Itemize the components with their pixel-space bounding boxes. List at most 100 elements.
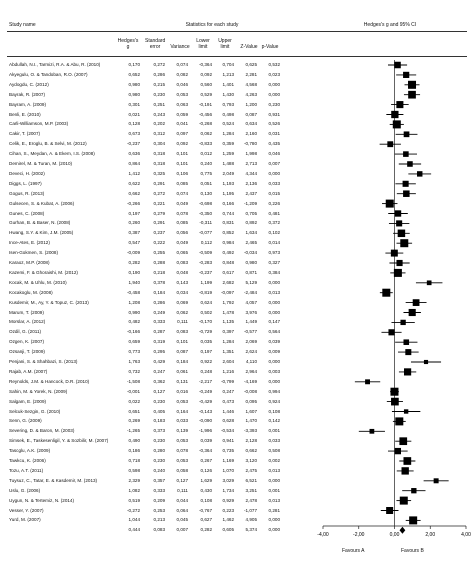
cell-p: 0,000	[268, 309, 281, 315]
study-name: Marum, T. (2009)	[9, 309, 44, 315]
study-name: Tawkcu, K. (2006)	[9, 458, 46, 463]
cell-lower: 0,112	[200, 240, 212, 246]
cell-g: 0,662	[128, 190, 141, 196]
cell-p: 0,147	[268, 319, 281, 325]
cell-p: 0,108	[268, 408, 281, 414]
table-row: Karaoz, M.P. (2008) 0,282 0,288 0,083 -0,283…	[0, 258, 474, 268]
cell-var: 0,058	[176, 467, 189, 473]
effect-square	[396, 101, 404, 109]
cell-p: 0,000	[268, 91, 281, 97]
cell-z: -4,169	[243, 378, 257, 384]
effect-square	[388, 329, 395, 336]
study-name: Uslu, G. (2006)	[9, 487, 41, 493]
cell-var: 0,056	[176, 230, 189, 236]
cell-lower: -0,090	[198, 418, 212, 424]
cell-se: 0,405	[153, 408, 166, 414]
cell-se: 0,213	[153, 517, 166, 523]
effect-square	[408, 80, 417, 89]
cell-p: 0,526	[268, 121, 281, 127]
x-tick-label: -2,00	[353, 532, 365, 538]
cell-g: 0,864	[128, 161, 141, 166]
cell-z: 1,470	[245, 418, 258, 424]
cell-upper: 0,498	[222, 111, 235, 117]
cell-g: -0,458	[126, 289, 140, 295]
cell-z: 3,976	[245, 309, 258, 315]
cell-se: 0,184	[153, 289, 166, 295]
table-row: Vesser, Y. (2007) -0,272 0,253 0,064 -0,767 0…	[0, 506, 474, 516]
cell-g: 0,980	[128, 91, 141, 97]
cell-z: 4,263	[245, 91, 258, 97]
cell-lower: -0,729	[198, 329, 212, 335]
cell-z: 2,465	[245, 240, 258, 246]
cell-z: -0,577	[243, 329, 257, 335]
cell-g: -0,009	[126, 250, 140, 256]
effect-square	[412, 299, 420, 306]
cell-z: 4,057	[245, 299, 258, 305]
cell-upper: 1,446	[222, 408, 235, 414]
cell-lower: 0,092	[200, 71, 213, 77]
cell-p: 0,046	[268, 151, 281, 157]
cell-p: 0,230	[268, 101, 281, 107]
cell-upper: 1,135	[222, 319, 235, 325]
study-name: Kazemi, F. & Ghoraishi, M. (2012)	[9, 269, 78, 275]
cell-upper: 0,735	[222, 448, 235, 454]
table-row: Isen-Gokmen, S. (2008) -0,009 0,255 0,065 -0…	[0, 248, 474, 258]
cell-var: 0,106	[176, 170, 189, 176]
effect-square	[402, 180, 409, 187]
effect-square	[433, 478, 439, 484]
cell-z: 2,160	[245, 131, 258, 137]
cell-z: 0,662	[245, 448, 258, 454]
cell-p: 0,000	[268, 299, 281, 305]
study-name: Senn, G. (2009)	[9, 418, 42, 424]
summary-diamond	[399, 526, 406, 534]
effect-square	[403, 190, 410, 197]
cell-upper: 0,397	[222, 329, 235, 335]
cell-z: 2,964	[245, 368, 258, 374]
study-name: Hwang, S.Y. & Kim, J.M. (2005)	[9, 230, 74, 236]
cell-se: 0,286	[153, 299, 166, 305]
table-row: Gulsecen, S. & Kubat, A. (2006) -0,266 0,2…	[0, 199, 474, 209]
cell-lower: 0,267	[200, 458, 213, 463]
table-row: Ozsanji, T. (2009) 0,773 0,295 0,087 0,197 1,…	[0, 347, 474, 357]
cell-upper: 0,473	[222, 398, 235, 404]
study-name: Benli, E. (2010)	[9, 111, 41, 117]
cell-lower: -0,249	[198, 388, 212, 394]
cell-var: 0,046	[176, 81, 189, 87]
effect-square	[399, 496, 408, 505]
cell-var: 0,062	[176, 309, 189, 315]
cell-z: 0,705	[245, 210, 258, 216]
cell-z: 0,871	[245, 269, 258, 275]
cell-se: 0,429	[153, 359, 166, 364]
effect-square	[405, 349, 412, 356]
cell-lower: 0,560	[200, 81, 213, 87]
cell-g: 0,651	[128, 408, 141, 414]
cell-g: 0,482	[128, 319, 141, 325]
cell-upper: 0,941	[222, 438, 235, 444]
cell-z: 2,624	[245, 349, 258, 355]
cell-g: 1,082	[128, 487, 141, 493]
cell-g: 0,269	[128, 418, 141, 424]
cell-var: 0,139	[176, 428, 189, 434]
cell-var: 0,049	[176, 240, 189, 246]
cell-lower: -0,429	[198, 398, 212, 404]
cell-p: 0,000	[268, 359, 281, 364]
cell-var: 0,065	[176, 250, 189, 256]
study-name: Uygun, N. & Tertemiz, N. (2014)	[9, 497, 75, 503]
cell-upper: 0,744	[222, 210, 235, 216]
cell-p: 0,001	[268, 487, 281, 493]
cell-se: 0,312	[153, 131, 166, 137]
cell-upper: -0,097	[220, 289, 234, 295]
study-name: Karaoz, M.P. (2008)	[9, 260, 50, 265]
cell-g: 0,490	[128, 438, 141, 444]
cell-se: 0,230	[153, 438, 166, 444]
cell-lower: -0,509	[198, 250, 212, 256]
table-row: Abdullah, N.I., Tarmizi, R.A. & Abu, R. …	[0, 60, 474, 70]
cell-p: 0,000	[268, 279, 281, 285]
cell-se: 0,127	[153, 388, 166, 394]
cell-p: 0,532	[268, 62, 281, 67]
study-name: Sahin, M. & Yorek, N. (2009)	[9, 388, 68, 394]
cell-upper: 1,488	[222, 161, 235, 166]
cell-var: 0,101	[176, 161, 189, 166]
cell-se: 0,318	[153, 161, 166, 166]
